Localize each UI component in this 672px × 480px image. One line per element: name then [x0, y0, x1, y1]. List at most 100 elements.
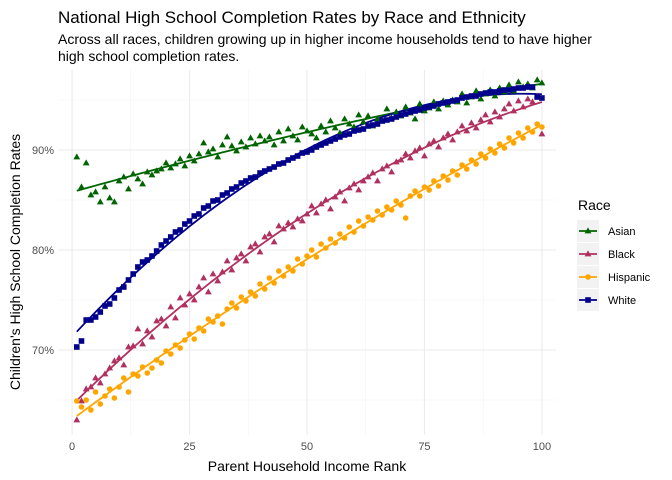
data-point — [510, 86, 517, 92]
data-point — [313, 144, 320, 150]
data-point — [496, 113, 504, 120]
data-point — [275, 128, 283, 135]
data-point — [214, 313, 221, 319]
data-point — [341, 197, 349, 204]
data-point — [73, 344, 80, 350]
data-point — [364, 173, 372, 180]
data-point — [280, 137, 287, 144]
data-point — [584, 250, 592, 257]
data-point — [134, 325, 142, 332]
legend-label-white: White — [608, 295, 636, 307]
data-point — [510, 140, 517, 146]
data-point — [435, 143, 442, 150]
legend-label-hispanic: Hispanic — [608, 272, 651, 284]
data-point — [519, 103, 527, 110]
data-point — [445, 99, 451, 105]
data-point — [374, 208, 381, 214]
data-point — [350, 123, 358, 130]
x-axis-ticks: 0 25 50 75 100 — [69, 441, 551, 453]
data-point — [110, 198, 118, 205]
data-point — [149, 365, 155, 371]
data-point — [407, 193, 414, 199]
data-point — [472, 87, 480, 94]
data-point — [402, 111, 409, 117]
data-point — [83, 317, 89, 323]
data-point — [219, 141, 226, 148]
data-point — [312, 209, 320, 216]
data-point — [534, 94, 541, 100]
data-point — [284, 219, 292, 226]
data-point — [228, 142, 236, 149]
data-point — [204, 148, 212, 155]
data-point — [421, 152, 428, 159]
data-point — [459, 95, 465, 101]
data-point — [270, 238, 278, 245]
data-point — [182, 337, 188, 343]
data-point — [350, 180, 358, 187]
data-point — [158, 360, 165, 366]
data-point — [308, 202, 316, 209]
data-point — [492, 89, 498, 95]
data-point — [336, 188, 344, 195]
data-point — [120, 361, 128, 368]
data-point — [214, 153, 222, 160]
data-point — [345, 184, 353, 191]
data-point — [496, 141, 503, 147]
data-point — [186, 290, 193, 297]
x-tick-label: 100 — [533, 441, 551, 453]
data-point — [472, 124, 480, 131]
data-point — [369, 122, 376, 128]
data-point — [87, 191, 95, 198]
data-point — [92, 389, 99, 395]
data-point — [416, 144, 424, 151]
data-point — [162, 159, 170, 166]
data-point — [139, 180, 146, 187]
data-point — [252, 293, 259, 299]
data-point — [365, 214, 371, 220]
data-point — [200, 274, 208, 281]
data-point — [116, 384, 122, 390]
data-point — [205, 316, 212, 322]
data-point — [172, 314, 179, 321]
data-point — [412, 188, 418, 194]
data-point — [195, 283, 203, 290]
data-point — [163, 348, 169, 354]
data-point — [378, 165, 386, 172]
data-point — [473, 161, 479, 167]
data-point — [82, 159, 90, 166]
data-point — [402, 215, 409, 221]
data-point — [210, 319, 216, 325]
data-point — [501, 87, 508, 93]
data-point — [153, 167, 161, 174]
data-point — [299, 150, 306, 156]
data-point — [177, 227, 183, 233]
data-point — [585, 297, 591, 303]
data-point — [229, 186, 235, 192]
data-point — [584, 227, 592, 234]
data-point — [106, 386, 113, 392]
data-point — [294, 136, 302, 143]
data-point — [148, 333, 156, 340]
data-point — [454, 172, 461, 178]
data-point — [247, 134, 255, 141]
data-point — [130, 271, 136, 277]
data-point — [539, 95, 545, 101]
data-point — [158, 242, 165, 248]
data-point — [233, 147, 240, 154]
data-point — [153, 357, 160, 363]
data-point — [196, 211, 202, 217]
data-point — [177, 345, 183, 351]
data-point — [369, 217, 376, 223]
data-point — [228, 266, 236, 273]
data-point — [501, 145, 508, 151]
data-point — [266, 166, 273, 172]
data-point — [276, 161, 282, 167]
data-point — [182, 221, 188, 227]
data-point — [336, 129, 344, 136]
data-point — [172, 160, 179, 167]
data-point — [491, 108, 499, 115]
data-point — [444, 130, 452, 137]
data-point — [270, 141, 278, 148]
data-point — [421, 105, 428, 111]
